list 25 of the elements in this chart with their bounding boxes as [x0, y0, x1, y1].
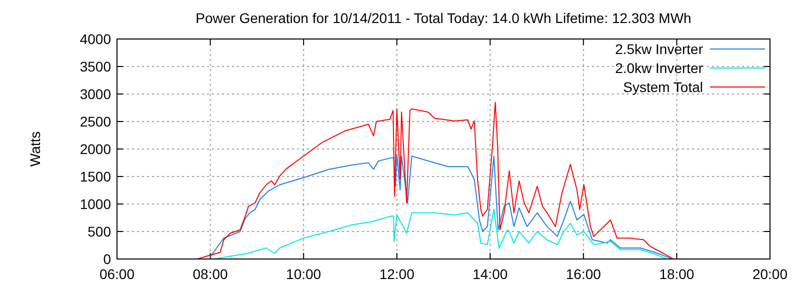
- y-tick-label: 2500: [80, 114, 112, 130]
- line-series: [214, 209, 668, 260]
- chart-title: Power Generation for 10/14/2011 - Total Today: 14.0 kWh Lifetime: 12.303 MWh: [196, 10, 692, 26]
- x-tick-label: 18:00: [659, 266, 694, 282]
- line-series: [196, 102, 674, 260]
- legend-label: 2.5kw Inverter: [615, 41, 704, 57]
- x-tick-label: 10:00: [286, 266, 322, 282]
- x-tick-label: 16:00: [566, 266, 602, 282]
- y-axis-title: Watts: [27, 131, 43, 167]
- line-series: [210, 154, 672, 260]
- y-tick-label: 3500: [80, 58, 112, 74]
- x-tick-label: 08:00: [192, 266, 228, 282]
- x-tick-label: 14:00: [472, 266, 508, 282]
- y-tick-label: 2000: [80, 141, 112, 157]
- y-tick-label: 0: [103, 251, 112, 267]
- y-tick-label: 500: [88, 224, 112, 240]
- y-tick-label: 4000: [80, 31, 112, 47]
- legend-label: System Total: [623, 79, 703, 95]
- y-tick-label: 1500: [80, 168, 112, 184]
- legend-label: 2.0kw Inverter: [615, 60, 704, 76]
- x-tick-label: 20:00: [752, 266, 788, 282]
- x-tick-label: 06:00: [99, 266, 135, 282]
- x-tick-label: 12:00: [379, 266, 415, 282]
- y-tick-label: 1000: [80, 196, 112, 212]
- y-tick-label: 3000: [80, 86, 112, 102]
